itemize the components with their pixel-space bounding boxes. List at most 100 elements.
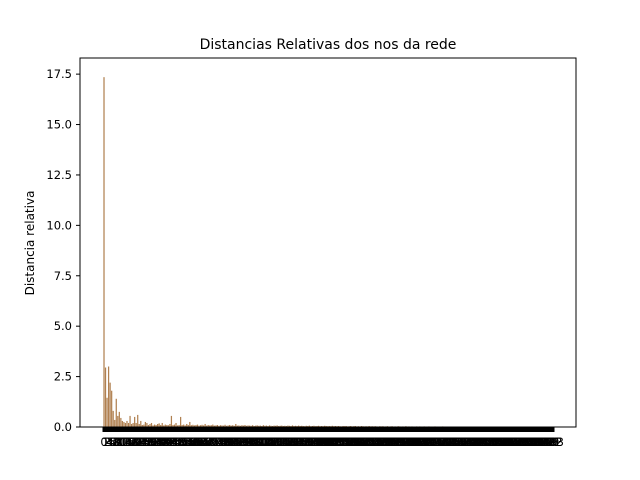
- y-tick-label-7: 17.5: [46, 67, 72, 81]
- y-tick-label-0: 0.0: [54, 420, 72, 434]
- x-tick-label-33: 33: [147, 435, 162, 449]
- x-tick-label-72: 72: [207, 435, 222, 449]
- x-tick-label-248: 248: [473, 435, 495, 449]
- x-tick-label-214: 214: [421, 435, 443, 449]
- x-tick-label-216: 216: [424, 435, 446, 449]
- x-tick-label-67: 67: [199, 435, 214, 449]
- x-tick-label-167: 167: [349, 435, 371, 449]
- x-tick-label-285: 285: [530, 435, 552, 449]
- x-tick-label-148: 148: [320, 435, 342, 449]
- bar-node-121: [288, 425, 291, 427]
- x-tick-label-201: 201: [401, 435, 423, 449]
- x-tick-label-60: 60: [189, 435, 204, 449]
- bar-node-51: [181, 424, 183, 427]
- bar-node-79: [224, 424, 226, 427]
- x-tick-label-38: 38: [155, 435, 170, 449]
- x-tick-label-246: 246: [470, 435, 492, 449]
- x-tick-label-170: 170: [354, 435, 376, 449]
- bar-node-9: [117, 415, 119, 427]
- x-tick-label-8: 8: [113, 435, 120, 449]
- x-tick-label-241: 241: [462, 435, 484, 449]
- bar-node-74: [216, 424, 219, 427]
- bar-node-0: [103, 77, 105, 427]
- x-tick-label-238: 238: [458, 435, 480, 449]
- bar-node-93: [245, 425, 248, 427]
- bar-node-97: [252, 425, 254, 427]
- x-tick-label-286: 286: [531, 435, 553, 449]
- x-tick-label-73: 73: [209, 435, 224, 449]
- x-tick-label-117: 117: [272, 435, 294, 449]
- x-tick-label-58: 58: [186, 435, 201, 449]
- x-tick-label-287: 287: [533, 435, 555, 449]
- x-tick-label-255: 255: [484, 435, 506, 449]
- x-tick-label-40: 40: [158, 435, 173, 449]
- x-tick-label-31: 31: [144, 435, 159, 449]
- x-tick-label-57: 57: [184, 435, 199, 449]
- bar-node-161: [350, 425, 352, 427]
- bar-node-105: [264, 425, 266, 427]
- y-tick-label-3: 7.5: [54, 269, 72, 283]
- x-tick-label-18: 18: [124, 435, 139, 449]
- x-tick-label-113: 113: [266, 435, 288, 449]
- bar-node-31: [150, 422, 153, 427]
- bar-node-75: [218, 425, 220, 427]
- bar-node-22: [137, 414, 139, 427]
- x-tick-label-122: 122: [280, 435, 302, 449]
- bar-node-26: [143, 424, 145, 427]
- x-tick-label-197: 197: [395, 435, 417, 449]
- x-tick-label-105: 105: [254, 435, 276, 449]
- bar-node-114: [278, 425, 280, 427]
- bar-node-24: [140, 420, 142, 427]
- x-tick-label-175: 175: [361, 435, 383, 449]
- x-ticks-group: [102, 427, 555, 432]
- x-tick-label-134: 134: [298, 435, 320, 449]
- bar-node-125: [294, 425, 297, 427]
- x-tick-label-215: 215: [422, 435, 444, 449]
- bar-node-53: [184, 425, 186, 427]
- x-tick-label-11: 11: [114, 435, 129, 449]
- y-tick-label-4: 10.0: [46, 218, 72, 232]
- x-tick-label-52: 52: [176, 435, 191, 449]
- x-tick-label-22: 22: [130, 435, 145, 449]
- y-tick-label-2: 5.0: [54, 319, 72, 333]
- bars-group: [103, 77, 554, 427]
- x-tick-label-232: 232: [449, 435, 471, 449]
- x-tick-label-206: 206: [409, 435, 431, 449]
- x-tick-label-10: 10: [112, 435, 127, 449]
- x-tick-label-272: 272: [510, 435, 532, 449]
- bar-node-59: [193, 425, 196, 427]
- x-tick-label-283: 283: [527, 435, 549, 449]
- x-tick-label-156: 156: [332, 435, 354, 449]
- x-tick-label-257: 257: [487, 435, 509, 449]
- x-tick-label-65: 65: [196, 435, 211, 449]
- x-tick-label-210: 210: [415, 435, 437, 449]
- bar-node-119: [285, 425, 287, 427]
- bar-node-128: [299, 425, 301, 427]
- x-tick-label-86: 86: [228, 435, 243, 449]
- x-tick-label-129: 129: [291, 435, 313, 449]
- x-tick-label-94: 94: [241, 435, 256, 449]
- x-tick-label-278: 278: [519, 435, 541, 449]
- x-tick-label-171: 171: [355, 435, 377, 449]
- bar-node-43: [169, 423, 171, 427]
- x-tick-label-92: 92: [238, 435, 253, 449]
- x-tick-label-289: 289: [536, 435, 558, 449]
- bar-node-48: [176, 425, 179, 427]
- x-tick-label-153: 153: [327, 435, 349, 449]
- x-tick-label-16: 16: [121, 435, 136, 449]
- bar-node-117: [282, 425, 284, 427]
- bar-node-142: [320, 425, 323, 427]
- bar-node-27: [144, 421, 146, 427]
- bar-node-15: [126, 420, 128, 427]
- bar-node-133: [307, 425, 309, 427]
- bar-node-34: [155, 424, 157, 427]
- x-tick-label-220: 220: [430, 435, 452, 449]
- bar-node-17: [129, 415, 131, 427]
- x-tick-label-15: 15: [120, 435, 135, 449]
- bar-node-46: [173, 424, 176, 427]
- x-tick-label-37: 37: [153, 435, 168, 449]
- x-tick-label-39: 39: [156, 435, 171, 449]
- bar-node-29: [147, 424, 150, 427]
- x-tick-label-21: 21: [129, 435, 144, 449]
